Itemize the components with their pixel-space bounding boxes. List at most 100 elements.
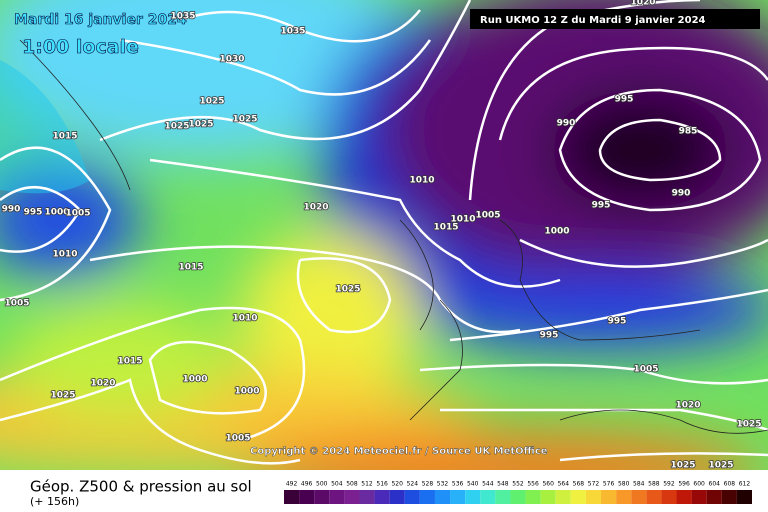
colorbar-swatch [540, 490, 556, 504]
run-info: Run UKMO 12 Z du Mardi 9 janvier 2024 [480, 15, 706, 26]
colorbar-label: 536 [452, 481, 464, 488]
isobars [0, 0, 768, 465]
colorbar-label: 612 [739, 481, 751, 488]
colorbar-swatch [555, 490, 571, 504]
isobar-label: 1015 [178, 263, 203, 273]
colorbar-label: 516 [376, 481, 388, 488]
colorbar-label: 532 [437, 481, 449, 488]
isobar-label: 1005 [633, 365, 658, 375]
colorbar-label: 580 [618, 481, 630, 488]
isobar-label: 1010 [232, 314, 257, 324]
colorbar-label: 540 [467, 481, 479, 488]
isobar-label: 1010 [52, 250, 77, 260]
colorbar-swatch [676, 490, 692, 504]
colorbar-swatch [299, 490, 315, 504]
colorbar-swatch [419, 490, 435, 504]
isobar-label: 1005 [475, 211, 500, 221]
isobar-label: 995 [24, 208, 43, 218]
isobar-label: 1015 [117, 357, 142, 367]
isobar-label: 995 [540, 331, 559, 341]
isobar-label: 1000 [234, 387, 259, 397]
colorbar-label: 560 [542, 481, 554, 488]
colorbar-swatch [314, 490, 330, 504]
colorbar-swatch [404, 490, 420, 504]
isobar-label: 1025 [232, 115, 257, 125]
colorbar-label: 500 [316, 481, 328, 488]
colorbar-label: 556 [527, 481, 539, 488]
colorbar-swatch [389, 490, 405, 504]
footer-subtitle: (+ 156h) [30, 495, 79, 508]
isobar-label: 1000 [182, 375, 207, 385]
isobar-label: 995 [592, 201, 611, 211]
colorbar-swatch [510, 490, 526, 504]
colorbar-label: 564 [558, 481, 570, 488]
isobar-label: 1015 [433, 223, 458, 233]
colorbar-swatch [646, 490, 662, 504]
colorbar-label: 600 [693, 481, 705, 488]
isobar-label: 995 [608, 317, 627, 327]
colorbar-swatch [525, 490, 541, 504]
isobar-label: 990 [2, 205, 21, 215]
isobar-label: 1005 [4, 299, 29, 309]
isobar-label: 985 [679, 127, 698, 137]
isobar-label: 1035 [170, 12, 195, 22]
colorbar-swatch [374, 490, 390, 504]
colorbar-label: 528 [422, 481, 434, 488]
isobar-label: 995 [615, 95, 634, 105]
colorbar-swatch [329, 490, 345, 504]
isobar-label: 990 [557, 119, 576, 129]
footer-title: Géop. Z500 & pression au sol [30, 478, 252, 496]
isobar-label: 1025 [736, 420, 761, 430]
colorbar-label: 548 [497, 481, 509, 488]
isobar-label: 1025 [199, 97, 224, 107]
colorbar-swatch [344, 490, 360, 504]
isobar-label: 1020 [303, 203, 328, 213]
isobar-label: 1015 [52, 132, 77, 142]
run-box [470, 9, 760, 29]
colorbar-label: 524 [407, 481, 419, 488]
colorbar-label: 588 [648, 481, 660, 488]
colorbar-label: 496 [301, 481, 313, 488]
isobar-label: 1010 [409, 176, 434, 186]
copyright: Copyright © 2024 Meteociel.fr / Source U… [250, 446, 548, 457]
isobar-label: 1025 [50, 391, 75, 401]
colorbar-label: 492 [286, 481, 298, 488]
colorbar-swatch [434, 490, 451, 504]
isobar-label: 1035 [280, 27, 305, 37]
date: Mardi 16 janvier 2024 [14, 12, 187, 28]
colorbar-label: 576 [603, 481, 615, 488]
isobar-label: 990 [672, 189, 691, 199]
colorbar-swatch [359, 490, 375, 504]
colorbar-label: 608 [724, 481, 736, 488]
isobar-label: 1010 [450, 215, 475, 225]
colorbar-label: 512 [361, 481, 373, 488]
isobar-label: 1020 [90, 379, 115, 389]
colorbar-swatch [450, 490, 466, 504]
isobar-label: 1000 [44, 208, 69, 218]
colorbar-label: 544 [482, 481, 494, 488]
colorbar-label: 520 [391, 481, 403, 488]
colorbar-swatch [495, 490, 511, 504]
colorbar-swatch [721, 490, 737, 504]
colorbar-swatch [601, 490, 617, 504]
colorbar-swatch [736, 490, 752, 504]
colorbar-swatch [661, 490, 677, 504]
colorbar-label: 592 [663, 481, 675, 488]
colorbar-swatch [616, 490, 632, 504]
isobar-label: 1025 [335, 285, 360, 295]
colorbar-label: 504 [331, 481, 343, 488]
colorbar-swatch [284, 490, 300, 504]
isobar-label: 1025 [164, 122, 189, 132]
colorbar-label: 568 [573, 481, 585, 488]
isobar-label: 1025 [188, 120, 213, 130]
coastlines [19, 39, 768, 434]
colorbar-swatch [691, 490, 707, 504]
colorbar-swatch [706, 490, 722, 504]
colorbar-swatch [631, 490, 647, 504]
isobar-label: 1020 [675, 401, 700, 411]
colorbar-swatch [480, 490, 496, 504]
isobar-label: 1025 [708, 461, 733, 471]
